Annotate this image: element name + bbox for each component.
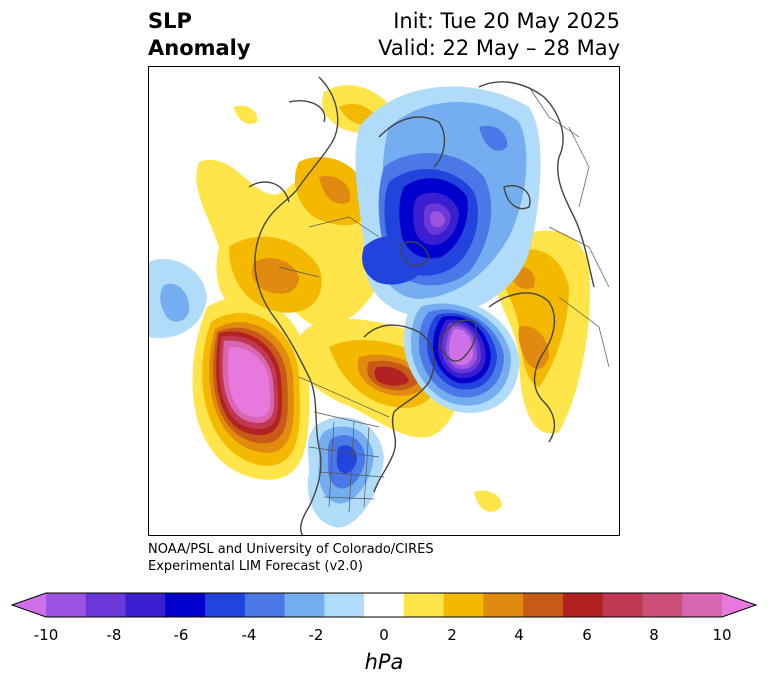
title-line-1: SLP xyxy=(148,9,192,33)
atlantic-low-anomaly xyxy=(404,297,520,413)
colorbar-outline xyxy=(10,592,758,618)
anomaly-map xyxy=(148,66,620,536)
tick-label: 0 xyxy=(379,626,389,644)
title-line-2: Anomaly xyxy=(148,36,251,60)
colorbar-cell xyxy=(165,593,206,617)
colorbar-cell xyxy=(364,593,405,617)
colorbar-cell xyxy=(682,593,723,617)
colorbar-unit: hPa xyxy=(364,650,404,674)
map-svg xyxy=(149,76,610,535)
colorbar-cell xyxy=(523,593,564,617)
colorbar-cells xyxy=(10,592,758,618)
colorbar-cell xyxy=(284,593,325,617)
tick-label: -10 xyxy=(33,626,59,644)
west-pacific-low-anomaly xyxy=(149,258,207,339)
colorbar-cell xyxy=(602,593,643,617)
tick-label: -4 xyxy=(241,626,257,644)
arctic-low-anomaly xyxy=(355,86,541,317)
colorbar-cell xyxy=(443,593,484,617)
map-title: SLP Anomaly xyxy=(148,8,251,62)
political-borders xyxy=(278,86,610,513)
credit: NOAA/PSL and University of Colorado/CIRE… xyxy=(148,541,434,575)
forecast-dates: Init: Tue 20 May 2025 Valid: 22 May – 28… xyxy=(378,8,620,62)
colorbar-cell xyxy=(46,593,87,617)
tick-label: 4 xyxy=(514,626,524,644)
valid-range: Valid: 22 May – 28 May xyxy=(378,36,620,60)
colorbar-cell xyxy=(562,593,604,617)
colorbar-cell xyxy=(205,593,246,617)
eurasia-positive-anomaly xyxy=(489,230,590,434)
western-positive-band xyxy=(196,157,386,328)
credit-line-1: NOAA/PSL and University of Colorado/CIRE… xyxy=(148,542,434,557)
credit-line-2: Experimental LIM Forecast (v2.0) xyxy=(148,559,363,574)
colorbar-cell xyxy=(244,593,286,617)
init-date: Init: Tue 20 May 2025 xyxy=(393,9,620,33)
tick-label: -6 xyxy=(173,626,189,644)
tick-label: -8 xyxy=(106,626,122,644)
tick-label: -2 xyxy=(308,626,324,644)
pacific-high-anomaly xyxy=(192,296,310,480)
colorbar-cell xyxy=(125,593,166,617)
tick-label: 10 xyxy=(712,626,732,644)
colorbar-cell xyxy=(483,593,524,617)
colorbar-extend-max xyxy=(722,593,756,617)
colorbar-cell xyxy=(642,593,683,617)
colorbar-extend-min xyxy=(12,593,46,617)
tick-label: 2 xyxy=(447,626,457,644)
colorbar-cell xyxy=(403,593,445,617)
atlantic-small-positive xyxy=(474,490,502,512)
colorbar-cell xyxy=(324,593,365,617)
tick-label: 8 xyxy=(649,626,659,644)
coastlines xyxy=(248,76,595,535)
colorbar-cell xyxy=(85,593,127,617)
colorbar xyxy=(10,592,758,618)
tick-label: 6 xyxy=(582,626,592,644)
